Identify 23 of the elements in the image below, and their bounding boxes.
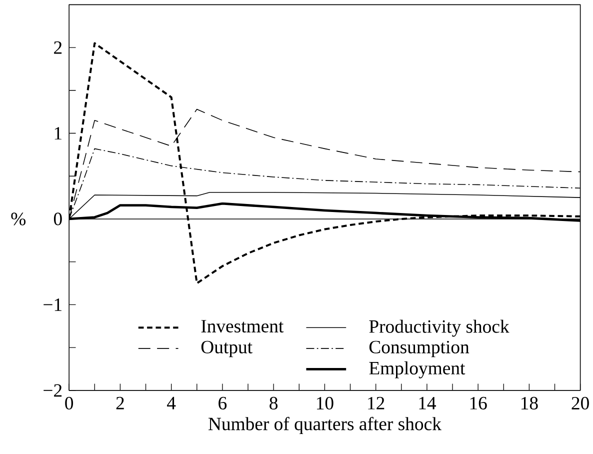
- y-axis-title: %: [11, 212, 26, 226]
- y-tick-label: −2: [44, 384, 62, 397]
- y-tick-label: 0: [54, 212, 62, 226]
- x-tick-label: 4: [167, 397, 176, 410]
- x-tick-label: 2: [116, 397, 124, 410]
- x-tick-label: 0: [65, 397, 74, 410]
- y-tick-label: 1: [54, 127, 62, 140]
- legend-label: Productivity shock: [369, 320, 510, 337]
- x-axis-title: Number of quarters after shock: [208, 417, 442, 434]
- x-tick-label: 20: [572, 397, 589, 410]
- x-tick-label: 6: [218, 397, 227, 410]
- x-tick-label: 14: [419, 397, 436, 410]
- legend-label: Consumption: [369, 341, 470, 358]
- x-tick-label: 18: [521, 397, 538, 410]
- x-tick-label: 16: [470, 397, 487, 410]
- x-tick-label: 12: [368, 397, 384, 410]
- x-tick-label: 8: [270, 397, 278, 410]
- legend-label: Investment: [201, 320, 284, 333]
- y-tick-label: −1: [44, 298, 62, 312]
- legend-label: Employment: [369, 362, 466, 379]
- y-tick-label: 2: [54, 42, 62, 54]
- x-tick-label: 10: [316, 397, 334, 410]
- legend-label: Output: [201, 341, 252, 358]
